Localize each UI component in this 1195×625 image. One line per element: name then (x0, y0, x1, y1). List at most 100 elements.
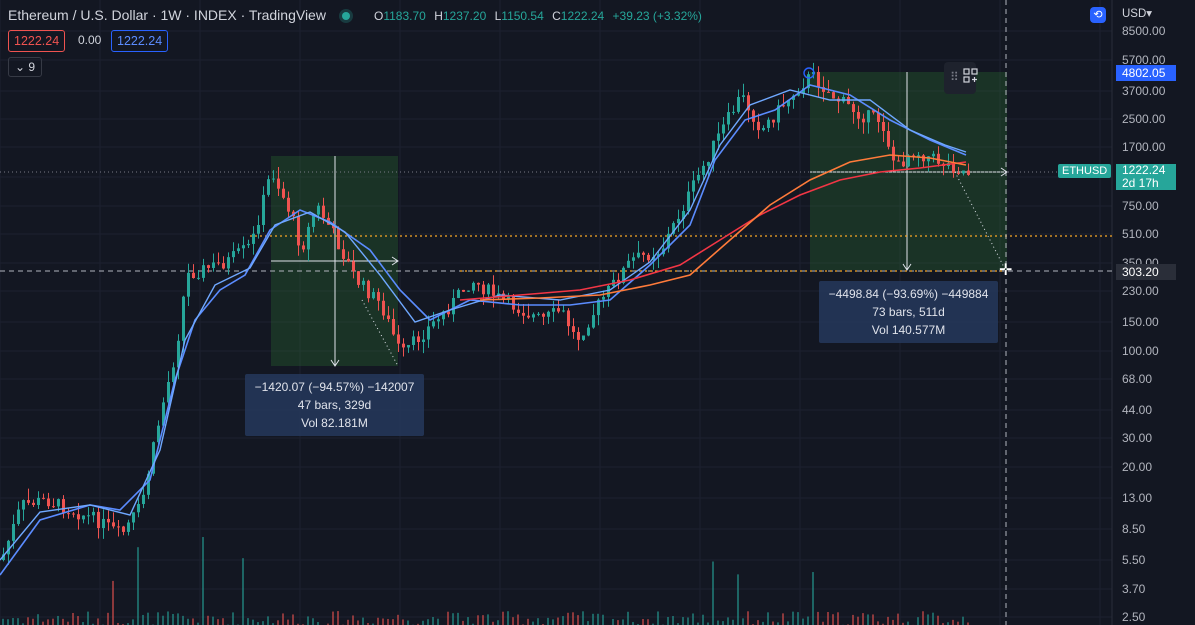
volume-bar (897, 613, 899, 625)
volume-bar (387, 618, 389, 625)
volume-bar (692, 613, 694, 625)
candle-body (492, 284, 495, 296)
candle-body (317, 205, 320, 215)
volume-bar (352, 615, 354, 625)
candle-body (17, 509, 20, 524)
candle-body (932, 153, 935, 157)
volume-bar (407, 620, 409, 625)
candle-body (832, 92, 835, 99)
volume-bar (802, 618, 804, 625)
volume-bar (12, 618, 14, 625)
candle-body (127, 522, 130, 532)
ohlc-high-key: H (434, 9, 443, 23)
currency-selector[interactable]: USD▾ (1122, 8, 1153, 20)
candle-body (12, 523, 15, 541)
volume-bar (217, 619, 219, 625)
price-tick-label: 5700.00 (1122, 53, 1166, 67)
object-tree-icon[interactable] (963, 68, 979, 84)
volume-bar (892, 619, 894, 625)
volume-bar (232, 612, 234, 625)
symbol-title[interactable]: Ethereum / U.S. Dollar · 1W · INDEX · Tr… (8, 7, 326, 23)
volume-bar (187, 618, 189, 625)
drawing-floating-toolbar[interactable]: ⠿ (944, 62, 979, 94)
candle-body (547, 311, 550, 317)
drag-handle-icon[interactable]: ⠿ (950, 70, 959, 84)
volume-bar (87, 611, 89, 625)
candle-body (467, 290, 470, 292)
sell-quote-button[interactable]: 1222.24 (8, 30, 66, 52)
price-tick-label: 100.00 (1122, 344, 1159, 358)
candle-body (732, 111, 735, 113)
volume-bar (167, 611, 169, 625)
volume-bar (617, 620, 619, 625)
volume-bar (382, 618, 384, 625)
candle-body (727, 112, 730, 125)
candle-body (167, 381, 170, 403)
candle-body (197, 277, 200, 279)
candle-body (302, 245, 305, 250)
candle-body (792, 95, 795, 100)
candle-body (57, 499, 60, 507)
volume-bar (667, 617, 669, 625)
candle-body (267, 179, 270, 195)
candle-body (967, 170, 970, 175)
volume-bar (347, 619, 349, 625)
candle-body (667, 233, 670, 249)
volume-bar (592, 613, 594, 625)
candle-body (577, 331, 580, 340)
ohlc-change: +39.23 (+3.32%) (612, 9, 702, 23)
volume-bar (957, 621, 959, 625)
volume-bar (252, 619, 254, 625)
candle-body (572, 326, 575, 332)
volume-bar (37, 614, 39, 625)
buy-quote-button[interactable]: 1222.24 (111, 30, 169, 52)
candle-body (897, 160, 900, 162)
volume-bar (472, 623, 474, 625)
candle-body (32, 502, 35, 506)
candle-body (597, 299, 600, 316)
volume-bar (647, 619, 649, 625)
candle-body (27, 500, 30, 503)
candle-body (177, 340, 180, 368)
candle-body (422, 339, 425, 343)
candle-body (532, 314, 535, 318)
candle-body (522, 312, 525, 316)
price-tick-label: 20.00 (1122, 460, 1153, 474)
candle-body (227, 257, 230, 269)
candle-body (247, 243, 250, 246)
volume-bar (532, 621, 534, 625)
price-tick-label: 8500.00 (1122, 24, 1166, 38)
candle-body (927, 156, 930, 162)
candle-body (277, 178, 280, 189)
price-tick-label: 1700.00 (1122, 140, 1166, 154)
candle-body (117, 526, 120, 528)
indicators-toggle-button[interactable]: ⌄ 9 (8, 57, 43, 77)
candle-body (332, 224, 335, 229)
sync-icon[interactable]: ⟲ (1090, 7, 1106, 23)
candle-body (142, 494, 145, 505)
volume-bar (677, 623, 679, 625)
candle-body (697, 174, 700, 181)
candle-body (592, 315, 595, 328)
volume-bar (717, 620, 719, 625)
volume-bar (672, 616, 674, 625)
candle-body (852, 104, 855, 113)
volume-bar (107, 612, 109, 625)
ohlc-open-value: 1183.70 (383, 9, 426, 23)
symbol-header[interactable]: Ethereum / U.S. Dollar · 1W · INDEX · Tr… (8, 7, 364, 23)
candle-body (777, 105, 780, 123)
price-tick-label: 3.70 (1122, 582, 1146, 596)
ma-fast-line (0, 84, 967, 576)
projection-line-1 (361, 299, 399, 367)
candle-body (92, 511, 95, 516)
candle-body (567, 310, 570, 327)
volume-bar (272, 623, 274, 625)
candle-body (707, 162, 710, 166)
candle-body (717, 133, 720, 141)
volume-bar (197, 622, 199, 625)
candle-body (497, 293, 500, 296)
price-tick-label: 30.00 (1122, 431, 1153, 445)
volume-bar (792, 611, 794, 625)
volume-bar (707, 622, 709, 625)
